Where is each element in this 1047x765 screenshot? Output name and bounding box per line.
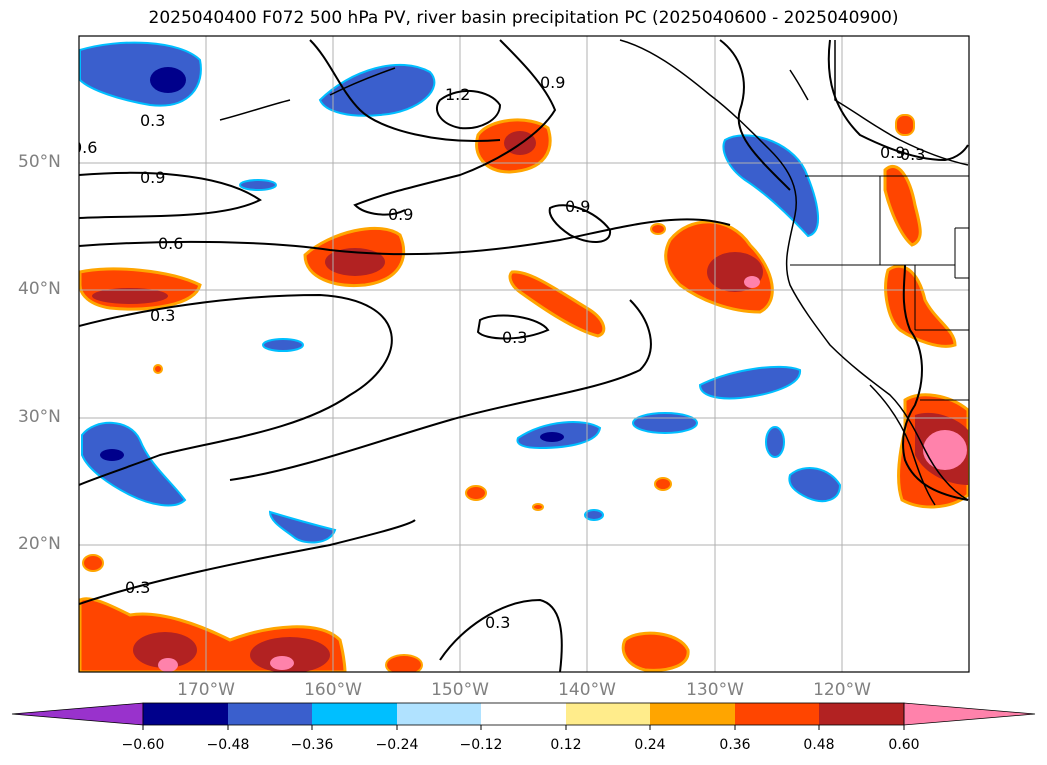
blue-dot-3 <box>632 412 698 434</box>
blue-blob-alaska <box>318 63 436 117</box>
blue-blob-coast-bc <box>722 134 820 238</box>
colorbar-tick-8: 0.36 <box>719 737 751 753</box>
blue-blob-sw <box>268 510 337 544</box>
colorbar <box>11 702 1036 730</box>
colorbar-seg-2 <box>228 703 312 725</box>
colorbar-tick-1: −0.60 <box>121 737 165 753</box>
red-dot-nw-us <box>895 114 915 136</box>
lon-label-140w: 140°W <box>558 680 616 700</box>
contour-label-3: 0.9 <box>140 168 165 187</box>
lat-label-50n: 50°N <box>18 152 61 172</box>
colorbar-tick-2: −0.48 <box>206 737 250 753</box>
contour-label-10: 0.9 <box>880 143 905 162</box>
positive-anomaly-shading <box>79 114 969 672</box>
red-core-south-2 <box>250 637 330 672</box>
contour-label-1: 0.3 <box>140 111 165 130</box>
map-area: 0.3 0.6 0.9 0.9 0.6 0.3 1.2 0.9 0.9 0.9 … <box>72 36 969 672</box>
lat-label-40n: 40°N <box>18 279 61 299</box>
colorbar-tick-9: 0.48 <box>803 737 835 753</box>
red-dot-6 <box>153 364 163 374</box>
contour-label-7: 1.2 <box>445 85 470 104</box>
negative-anomaly-shading <box>79 41 842 544</box>
colorbar-tick-10: 0.60 <box>888 737 920 753</box>
red-streak-west-us <box>883 164 922 247</box>
red-blob-south-mid <box>621 631 690 672</box>
contour-label-6: 0.3 <box>150 306 175 325</box>
colorbar-seg-1 <box>143 703 228 725</box>
blue-dot-1 <box>239 179 277 191</box>
blue-dot-2 <box>262 338 304 352</box>
red-streak-mid <box>508 270 606 338</box>
pv-contours <box>79 39 969 672</box>
lon-label-150w: 150°W <box>431 680 489 700</box>
red-core-west <box>92 288 168 304</box>
blue-core-mid <box>540 432 564 442</box>
pink-core-south-2 <box>270 656 294 670</box>
colorbar-seg-9 <box>819 703 904 725</box>
lat-label-30n: 30°N <box>18 407 61 427</box>
red-dot-2 <box>465 485 487 501</box>
map-frame <box>78 35 970 673</box>
contour-label-11: 0.3 <box>502 328 527 347</box>
colorbar-extend-right <box>903 702 1036 726</box>
contour-label-8: 0.9 <box>540 73 565 92</box>
blue-blob-mid-3 <box>788 467 842 503</box>
blue-dot-4 <box>765 426 785 458</box>
colorbar-seg-7 <box>650 703 735 725</box>
red-blob-ca <box>884 264 957 348</box>
red-dot-5 <box>82 554 104 572</box>
pink-core-offshore <box>744 276 760 288</box>
gridlines <box>79 36 969 672</box>
red-core-south-1 <box>133 632 197 668</box>
contour-labels: 0.3 0.6 0.9 0.9 0.6 0.3 1.2 0.9 0.9 0.9 … <box>72 73 925 632</box>
contour-label-12: 0.3 <box>125 578 150 597</box>
colorbar-seg-3 <box>312 703 397 725</box>
contour-label-2: 0.6 <box>72 138 97 157</box>
colorbar-seg-5 <box>481 703 566 725</box>
colorbar-seg-8 <box>735 703 819 725</box>
red-core-central <box>325 248 385 276</box>
blue-core-west <box>100 449 124 461</box>
lon-label-170w: 170°W <box>177 680 235 700</box>
pink-core-south-1 <box>158 658 178 672</box>
red-dot-3 <box>654 477 672 491</box>
pink-core-baja <box>923 430 967 470</box>
chart-title: 2025040400 F072 500 hPa PV, river basin … <box>148 8 899 28</box>
blue-dot-5 <box>584 509 604 521</box>
colorbar-frame <box>142 702 905 726</box>
contour-label-13: 0.3 <box>485 613 510 632</box>
lat-label-20n: 20°N <box>18 534 61 554</box>
blue-blob-mid-2 <box>698 365 801 400</box>
red-dot-1 <box>650 223 666 235</box>
lon-label-120w: 120°W <box>813 680 871 700</box>
red-dot-4 <box>532 503 544 511</box>
colorbar-tick-3: −0.36 <box>290 737 334 753</box>
colorbar-tick-5: −0.12 <box>459 737 503 753</box>
contour-label-5: 0.6 <box>158 234 183 253</box>
blue-core-nw <box>150 67 186 93</box>
contour-label-9: 0.9 <box>565 197 590 216</box>
coastlines <box>219 39 969 506</box>
colorbar-extend-left <box>11 702 144 726</box>
colorbar-seg-4 <box>397 703 481 725</box>
colorbar-seg-6 <box>566 703 650 725</box>
borders <box>790 175 969 401</box>
lon-label-130w: 130°W <box>686 680 744 700</box>
lon-label-160w: 160°W <box>304 680 362 700</box>
contour-label-4: 0.9 <box>388 205 413 224</box>
red-dot-7 <box>385 654 423 672</box>
contour-label-14: 0.3 <box>900 145 925 164</box>
colorbar-tick-6: 0.12 <box>550 737 582 753</box>
colorbar-tick-7: 0.24 <box>634 737 666 753</box>
colorbar-tick-4: −0.24 <box>375 737 419 753</box>
